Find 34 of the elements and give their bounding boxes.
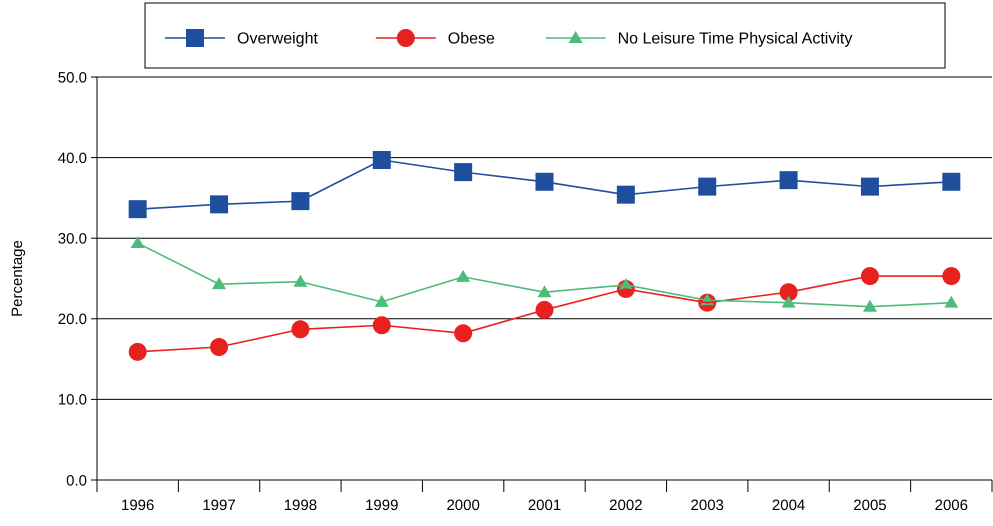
x-tick-label: 2006: [934, 497, 968, 514]
y-tick-label: 30.0: [58, 230, 87, 248]
point: [372, 151, 391, 170]
x-tick-label: 1996: [120, 497, 154, 514]
x-tick-label: 1997: [202, 497, 236, 514]
point: [454, 163, 472, 182]
point: [128, 200, 147, 218]
legend-label: Obese: [448, 30, 496, 48]
point: [616, 186, 635, 204]
y-tick-label: 50.0: [58, 69, 87, 86]
y-tick-label: 10.0: [58, 392, 87, 409]
point: [210, 195, 228, 214]
point: [291, 192, 310, 210]
point: [780, 171, 798, 190]
point: [698, 178, 716, 196]
x-tick-label: 2004: [772, 497, 806, 514]
x-tick-label: 2000: [446, 497, 480, 514]
x-tick-label: 1998: [284, 497, 318, 514]
y-tick-label: 0.0: [66, 472, 87, 490]
point: [942, 172, 960, 191]
legend-label: Overweight: [237, 30, 318, 48]
y-tick-label: 40.0: [58, 150, 87, 167]
y-axis-title: Percentage: [9, 240, 26, 317]
point: [536, 172, 554, 191]
x-tick-label: 2002: [609, 497, 643, 514]
legend-label: No Leisure Time Physical Activity: [618, 30, 852, 48]
point: [860, 178, 879, 196]
x-tick-label: 1999: [365, 497, 398, 514]
x-tick-label: 2005: [853, 497, 887, 514]
point: [128, 342, 147, 361]
y-tick-label: 20.0: [58, 311, 87, 328]
x-tick-label: 2003: [690, 497, 724, 514]
x-tick-label: 2001: [528, 497, 562, 514]
point: [942, 267, 960, 286]
